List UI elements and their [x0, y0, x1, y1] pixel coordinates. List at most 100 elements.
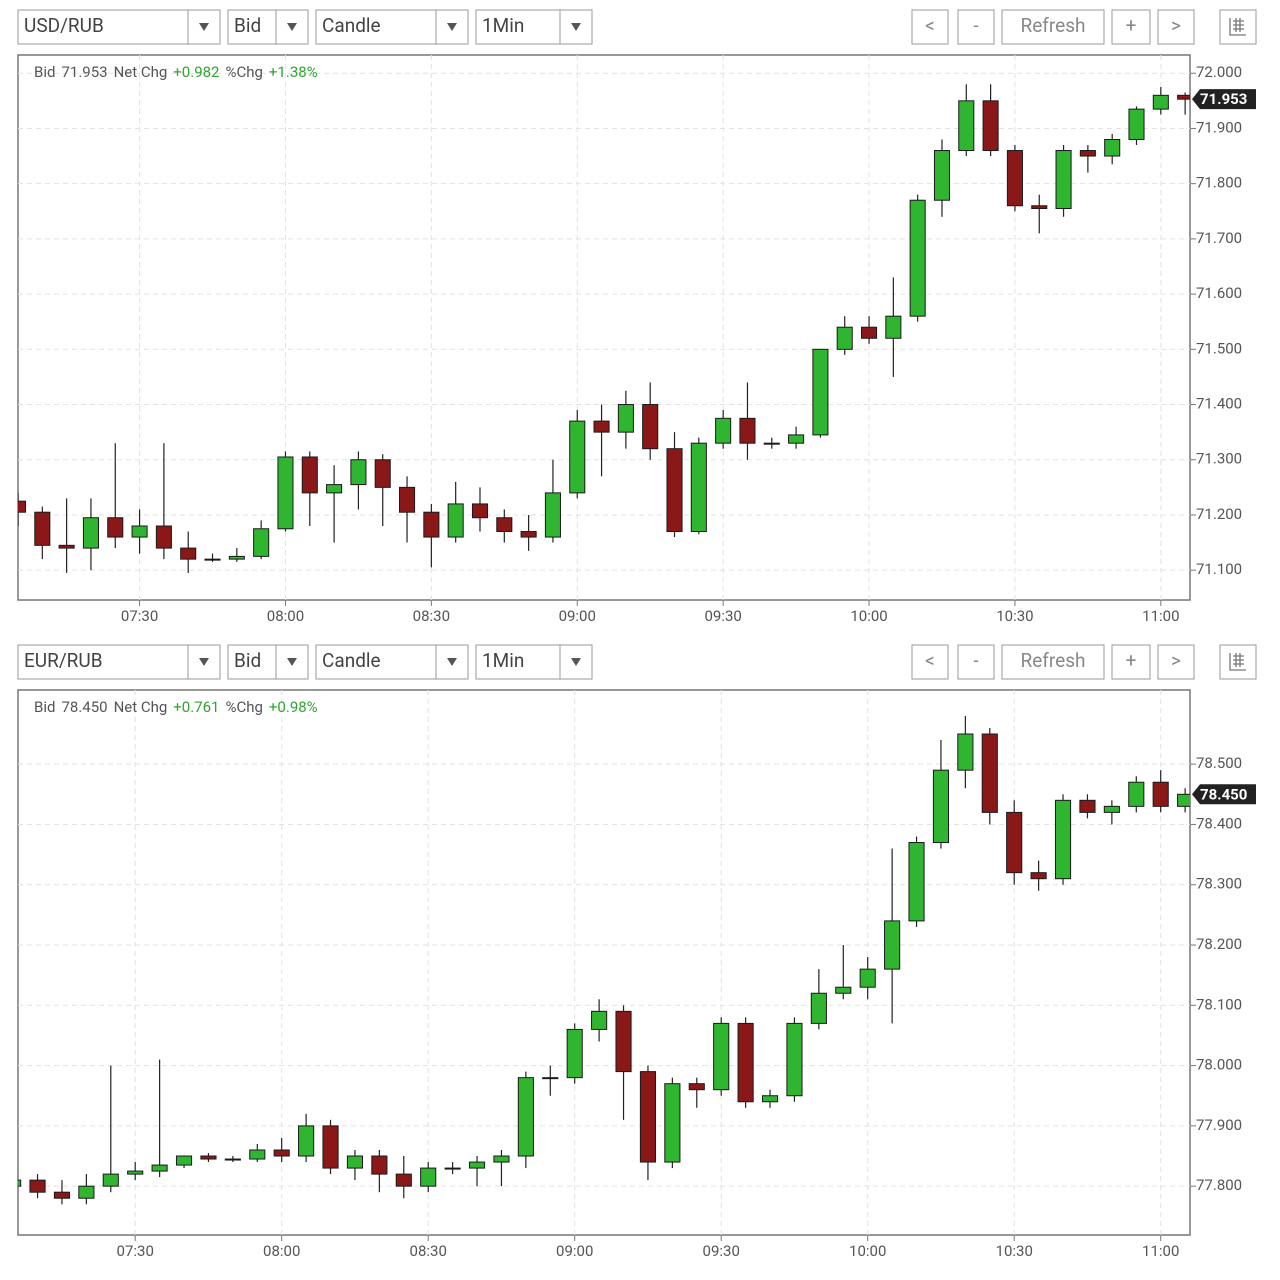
header-part: +0.761: [173, 698, 219, 716]
candle-body: [982, 100, 999, 152]
candle-body: [18, 1179, 22, 1187]
candle-body: [812, 348, 829, 436]
y-tick-label: 71.100: [1196, 560, 1242, 578]
dropdown[interactable]: [315, 644, 469, 680]
dropdown-arrow: [447, 23, 457, 31]
x-tick-label: 07:30: [121, 607, 158, 625]
candle-body: [763, 442, 780, 445]
table-button[interactable]: [1219, 9, 1257, 45]
candle-body: [715, 417, 732, 444]
toolbar-button[interactable]: [1157, 9, 1195, 45]
candle-body: [761, 1095, 779, 1103]
toolbar-button[interactable]: [911, 9, 949, 45]
y-tick-label: 77.800: [1196, 1176, 1242, 1194]
x-tick-label: 08:30: [410, 1242, 447, 1260]
dropdown-arrow: [287, 23, 297, 31]
candle-body: [617, 404, 634, 433]
candle-body: [175, 1155, 193, 1166]
dropdown-arrow: [447, 658, 457, 666]
dropdown-label: USD/RUB: [24, 14, 104, 37]
candle-body: [78, 1185, 95, 1199]
y-tick-label: 78.300: [1196, 875, 1242, 893]
y-tick-label: 78.000: [1196, 1056, 1242, 1074]
y-tick-label: 71.300: [1196, 450, 1242, 468]
toolbar-button[interactable]: [911, 644, 949, 680]
dropdown[interactable]: [475, 644, 593, 680]
button-label: +: [1126, 649, 1137, 672]
dropdown-arrow: [199, 658, 209, 666]
candle-body: [1054, 799, 1072, 880]
candle-body: [542, 1077, 559, 1080]
candle-body: [544, 492, 561, 538]
header-part: %Chg: [225, 63, 262, 81]
button-label: Refresh: [1021, 649, 1086, 672]
candle-body: [688, 1083, 705, 1091]
toolbar-button[interactable]: [957, 9, 995, 45]
chart-panel: USD/RUB Bid Candle 1Min < - Refresh + >71.100 71.…: [17, 9, 1257, 625]
candle-body: [224, 1158, 241, 1161]
dropdown[interactable]: [315, 9, 469, 45]
toolbar-button[interactable]: [1111, 644, 1151, 680]
candle-body: [374, 459, 391, 488]
price-tag: [1192, 784, 1256, 805]
candle-body: [468, 1161, 486, 1169]
candle-body: [1006, 150, 1023, 207]
toolbar-button[interactable]: [1111, 9, 1151, 45]
dropdown-label: 1Min: [482, 14, 524, 37]
y-tick-label: 77.900: [1196, 1116, 1242, 1134]
x-tick-label: 10:00: [850, 607, 887, 625]
dropdown[interactable]: [17, 644, 221, 680]
candle-body: [151, 1164, 168, 1172]
header-part: 78.450: [61, 698, 107, 716]
y-tick-label: 78.200: [1196, 935, 1242, 953]
dropdown-arrow: [287, 658, 297, 666]
candle-body: [836, 326, 853, 350]
candle-body: [713, 1022, 730, 1091]
candle-body: [788, 434, 805, 444]
dropdown[interactable]: [227, 9, 309, 45]
candle-body: [471, 503, 489, 519]
dropdown[interactable]: [475, 9, 593, 45]
candle-body: [1055, 150, 1072, 210]
x-tick-label: 11:00: [1142, 1242, 1179, 1260]
candle-body: [885, 315, 902, 339]
price-tag-label: 78.450: [1200, 785, 1247, 803]
candle-body: [664, 1083, 681, 1163]
header-part: +0.982: [173, 63, 219, 81]
toolbar-button[interactable]: [957, 644, 995, 680]
dropdown[interactable]: [17, 9, 221, 45]
candle-body: [127, 1170, 144, 1175]
candle-body: [666, 448, 683, 533]
y-tick-label: 78.100: [1196, 995, 1242, 1013]
x-tick-label: 10:30: [996, 607, 1033, 625]
toolbar-button[interactable]: [1001, 9, 1105, 45]
candle-body: [420, 1167, 437, 1187]
candle-body: [350, 459, 367, 486]
candle-body: [395, 1173, 412, 1187]
dropdown-label: Candle: [322, 14, 381, 37]
candle-body: [399, 486, 416, 513]
candle-body: [1030, 872, 1047, 880]
candle-body: [1128, 781, 1145, 807]
candles: [18, 715, 1190, 1205]
dropdown-arrow: [199, 23, 209, 31]
y-tick-label: 71.700: [1196, 229, 1242, 247]
dropdown[interactable]: [227, 644, 309, 680]
candle-body: [346, 1155, 364, 1169]
candle-body: [228, 555, 245, 560]
button-label: -: [973, 649, 978, 672]
candle-body: [107, 517, 124, 538]
table-button[interactable]: [1219, 644, 1257, 680]
candle-body: [249, 1149, 266, 1160]
price-tag-label: 71.953: [1200, 90, 1247, 108]
toolbar-button[interactable]: [1001, 644, 1105, 680]
x-tick-label: 08:00: [267, 607, 304, 625]
chart-panel: EUR/RUB Bid Candle 1Min < - Refresh + >77.800 77.…: [17, 644, 1257, 1260]
candle-body: [520, 531, 537, 538]
header-part: Bid: [34, 698, 55, 716]
candle-body: [932, 769, 950, 844]
candle-body: [1104, 138, 1121, 157]
toolbar-button[interactable]: [1157, 644, 1195, 680]
candle-body: [957, 733, 974, 771]
